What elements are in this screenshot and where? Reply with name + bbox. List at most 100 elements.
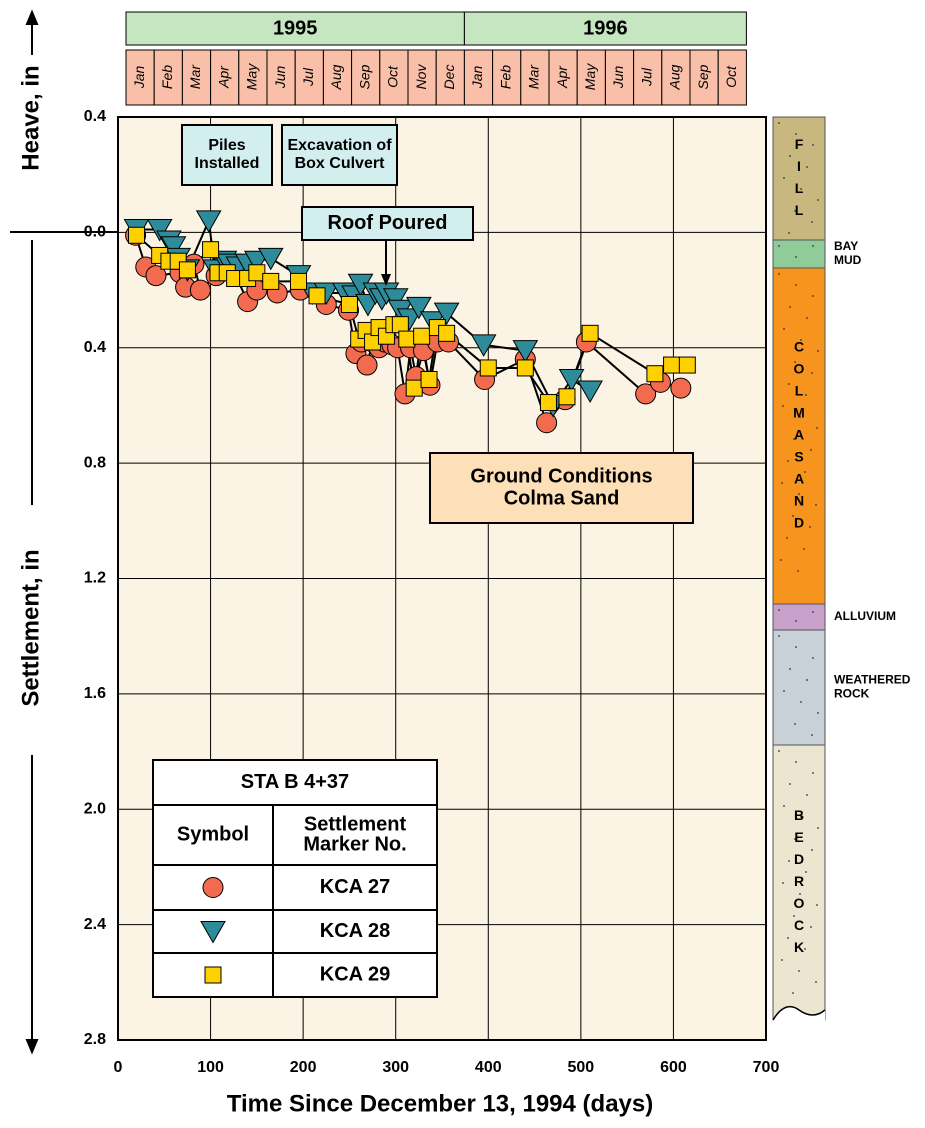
soil-letter: N	[794, 493, 804, 509]
marker-triangle	[195, 210, 222, 233]
soil-texture	[812, 657, 814, 659]
annotation-box	[429, 452, 694, 524]
soil-layer	[772, 744, 826, 1021]
soil-texture	[795, 256, 797, 258]
soil-texture	[788, 232, 790, 234]
x-tick-label: 400	[475, 1059, 502, 1076]
marker-circle	[536, 412, 558, 434]
marker-triangle	[405, 296, 432, 320]
soil-texture	[800, 816, 802, 818]
soil-letter: O	[794, 361, 805, 377]
soil-texture	[800, 339, 802, 341]
marker-square	[262, 272, 280, 290]
month-label: Nov	[413, 64, 429, 90]
marker-circle	[189, 279, 211, 301]
soil-texture	[815, 981, 817, 983]
soil-texture	[805, 871, 807, 873]
month-cell	[435, 49, 465, 106]
soil-letter: O	[794, 895, 805, 911]
month-label: May	[244, 63, 260, 90]
legend-marker	[204, 966, 222, 984]
series-marks	[123, 210, 696, 434]
soil-texture	[797, 570, 799, 572]
month-label: Oct	[723, 65, 739, 88]
soil-texture	[778, 609, 780, 611]
y-tick-label: 1.6	[84, 685, 106, 702]
marker-square	[248, 264, 266, 282]
soil-texture	[788, 860, 790, 862]
marker-square	[420, 370, 438, 388]
marker-triangle	[257, 247, 284, 271]
marker-square	[479, 359, 497, 377]
soil-letter: R	[794, 873, 804, 889]
soil-texture	[816, 427, 818, 429]
x-tick-label: 200	[290, 1059, 317, 1076]
month-label: Jul	[300, 67, 316, 87]
annotation-box	[301, 206, 474, 241]
marker-circle	[635, 383, 657, 405]
x-tick-label: 100	[197, 1059, 224, 1076]
marker-triangle	[558, 368, 585, 392]
soil-texture	[794, 838, 796, 840]
year-cell	[125, 11, 465, 46]
y-tick-label: 1.2	[84, 570, 106, 587]
month-label: Oct	[385, 65, 401, 88]
month-cell	[181, 49, 212, 106]
soil-texture	[787, 460, 789, 462]
month-label: Sep	[356, 64, 372, 89]
annotation-box	[281, 124, 398, 186]
soil-texture	[793, 915, 795, 917]
y-tick-label: 0.8	[84, 454, 106, 471]
soil-texture	[816, 904, 818, 906]
soil-texture	[793, 438, 795, 440]
marker-square	[678, 356, 696, 374]
marker-square	[391, 316, 409, 334]
marker-square	[405, 379, 423, 397]
month-label: Mar	[526, 64, 542, 89]
soil-texture	[806, 794, 808, 796]
month-label: Jul	[638, 67, 654, 87]
soil-texture	[795, 620, 797, 622]
soil-texture	[811, 372, 813, 374]
legend-header: Symbol	[177, 823, 249, 845]
month-cell	[266, 49, 296, 106]
year-label: 1995	[273, 17, 318, 39]
annotation-text: Roof Poured	[328, 212, 448, 234]
soil-letter: F	[795, 136, 804, 152]
soil-texture	[789, 668, 791, 670]
month-cell	[633, 49, 663, 106]
soil-letter: K	[794, 939, 804, 955]
soil-layer	[772, 629, 826, 746]
soil-letter: S	[794, 449, 803, 465]
soil-texture	[812, 144, 814, 146]
marker-square	[413, 327, 431, 345]
soil-letter: D	[794, 851, 804, 867]
soil-texture	[789, 155, 791, 157]
soil-texture	[804, 471, 806, 473]
legend-header: Settlement	[304, 813, 407, 835]
soil-letter: L	[795, 383, 804, 399]
marker-triangle	[470, 334, 497, 357]
soil-column: FILLBAYMUDCOLMASANDALLUVIUMWEATHEREDROCK…	[772, 116, 911, 1030]
month-label: Aug	[328, 64, 344, 90]
x-tick-label: 0	[114, 1059, 123, 1076]
y-axis-title-settlement: Settlement, in	[17, 549, 44, 706]
marker-square	[539, 394, 557, 412]
month-cell	[322, 49, 353, 106]
soil-texture	[815, 504, 817, 506]
legend-marker	[200, 921, 226, 944]
soil-texture	[798, 493, 800, 495]
marker-square	[340, 295, 358, 313]
soil-letter: E	[794, 829, 803, 845]
soil-label: ALLUVIUM	[834, 609, 896, 623]
marker-square	[438, 324, 456, 342]
month-label: Jan	[131, 66, 147, 90]
annotation-text: Box Culvert	[295, 155, 385, 172]
y-axis-title-heave: Heave, in	[17, 65, 44, 170]
month-label: Feb	[497, 65, 513, 89]
soil-texture	[812, 295, 814, 297]
annotation-text: Ground Conditions	[470, 465, 652, 487]
soil-texture	[789, 783, 791, 785]
